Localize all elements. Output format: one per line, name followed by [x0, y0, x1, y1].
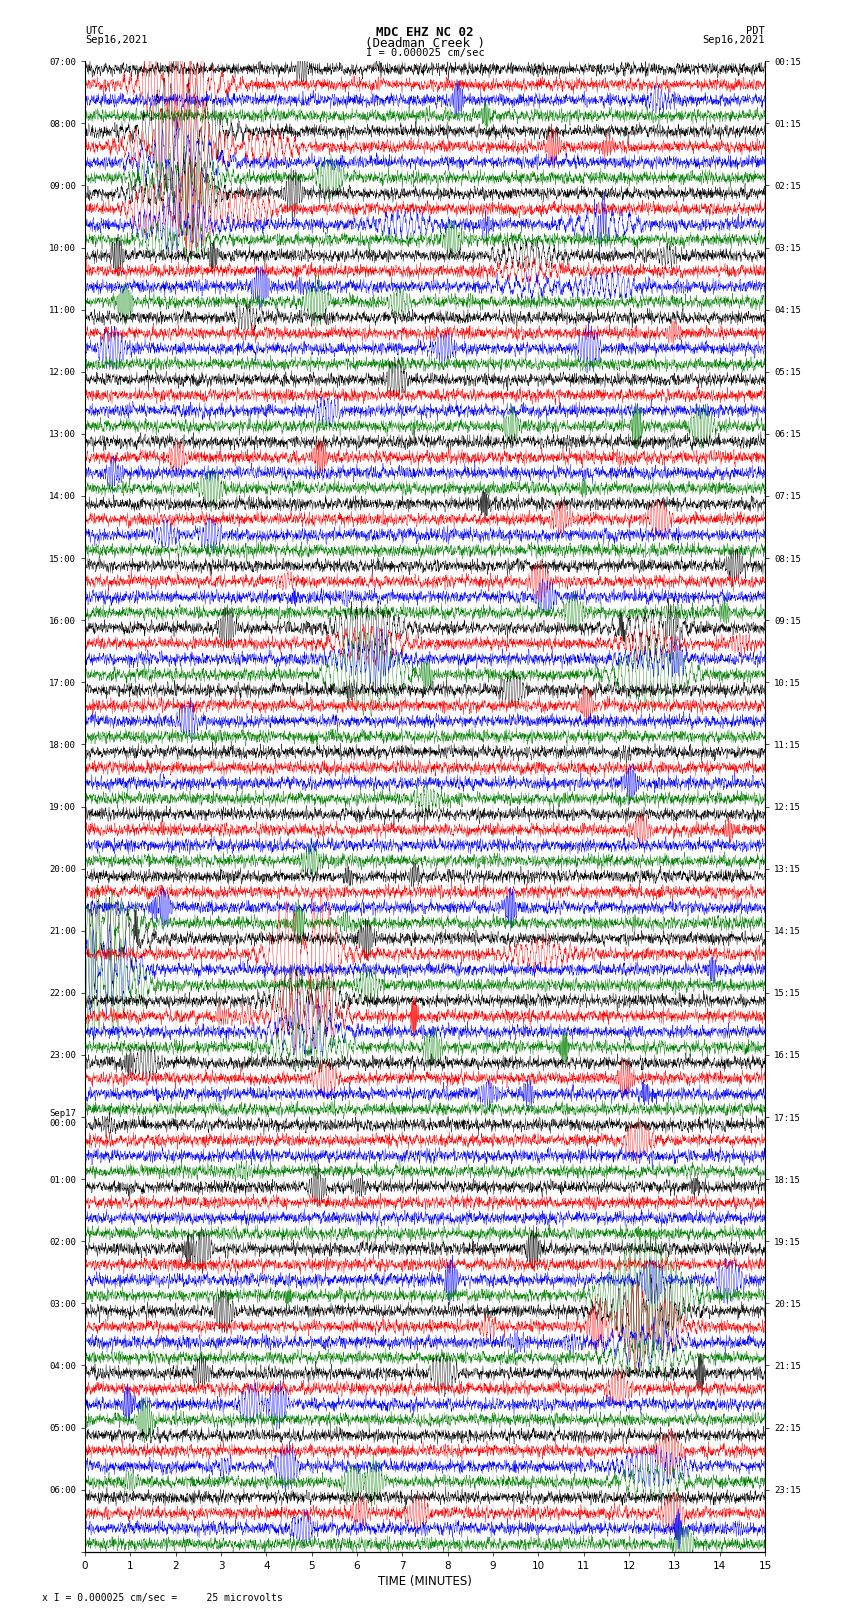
Text: MDC EHZ NC 02: MDC EHZ NC 02	[377, 26, 473, 39]
Text: x I = 0.000025 cm/sec =     25 microvolts: x I = 0.000025 cm/sec = 25 microvolts	[42, 1594, 283, 1603]
Text: Sep16,2021: Sep16,2021	[85, 35, 148, 45]
Text: UTC: UTC	[85, 26, 104, 35]
Text: Sep16,2021: Sep16,2021	[702, 35, 765, 45]
Text: PDT: PDT	[746, 26, 765, 35]
X-axis label: TIME (MINUTES): TIME (MINUTES)	[378, 1574, 472, 1587]
Text: I = 0.000025 cm/sec: I = 0.000025 cm/sec	[366, 48, 484, 58]
Text: (Deadman Creek ): (Deadman Creek )	[365, 37, 485, 50]
